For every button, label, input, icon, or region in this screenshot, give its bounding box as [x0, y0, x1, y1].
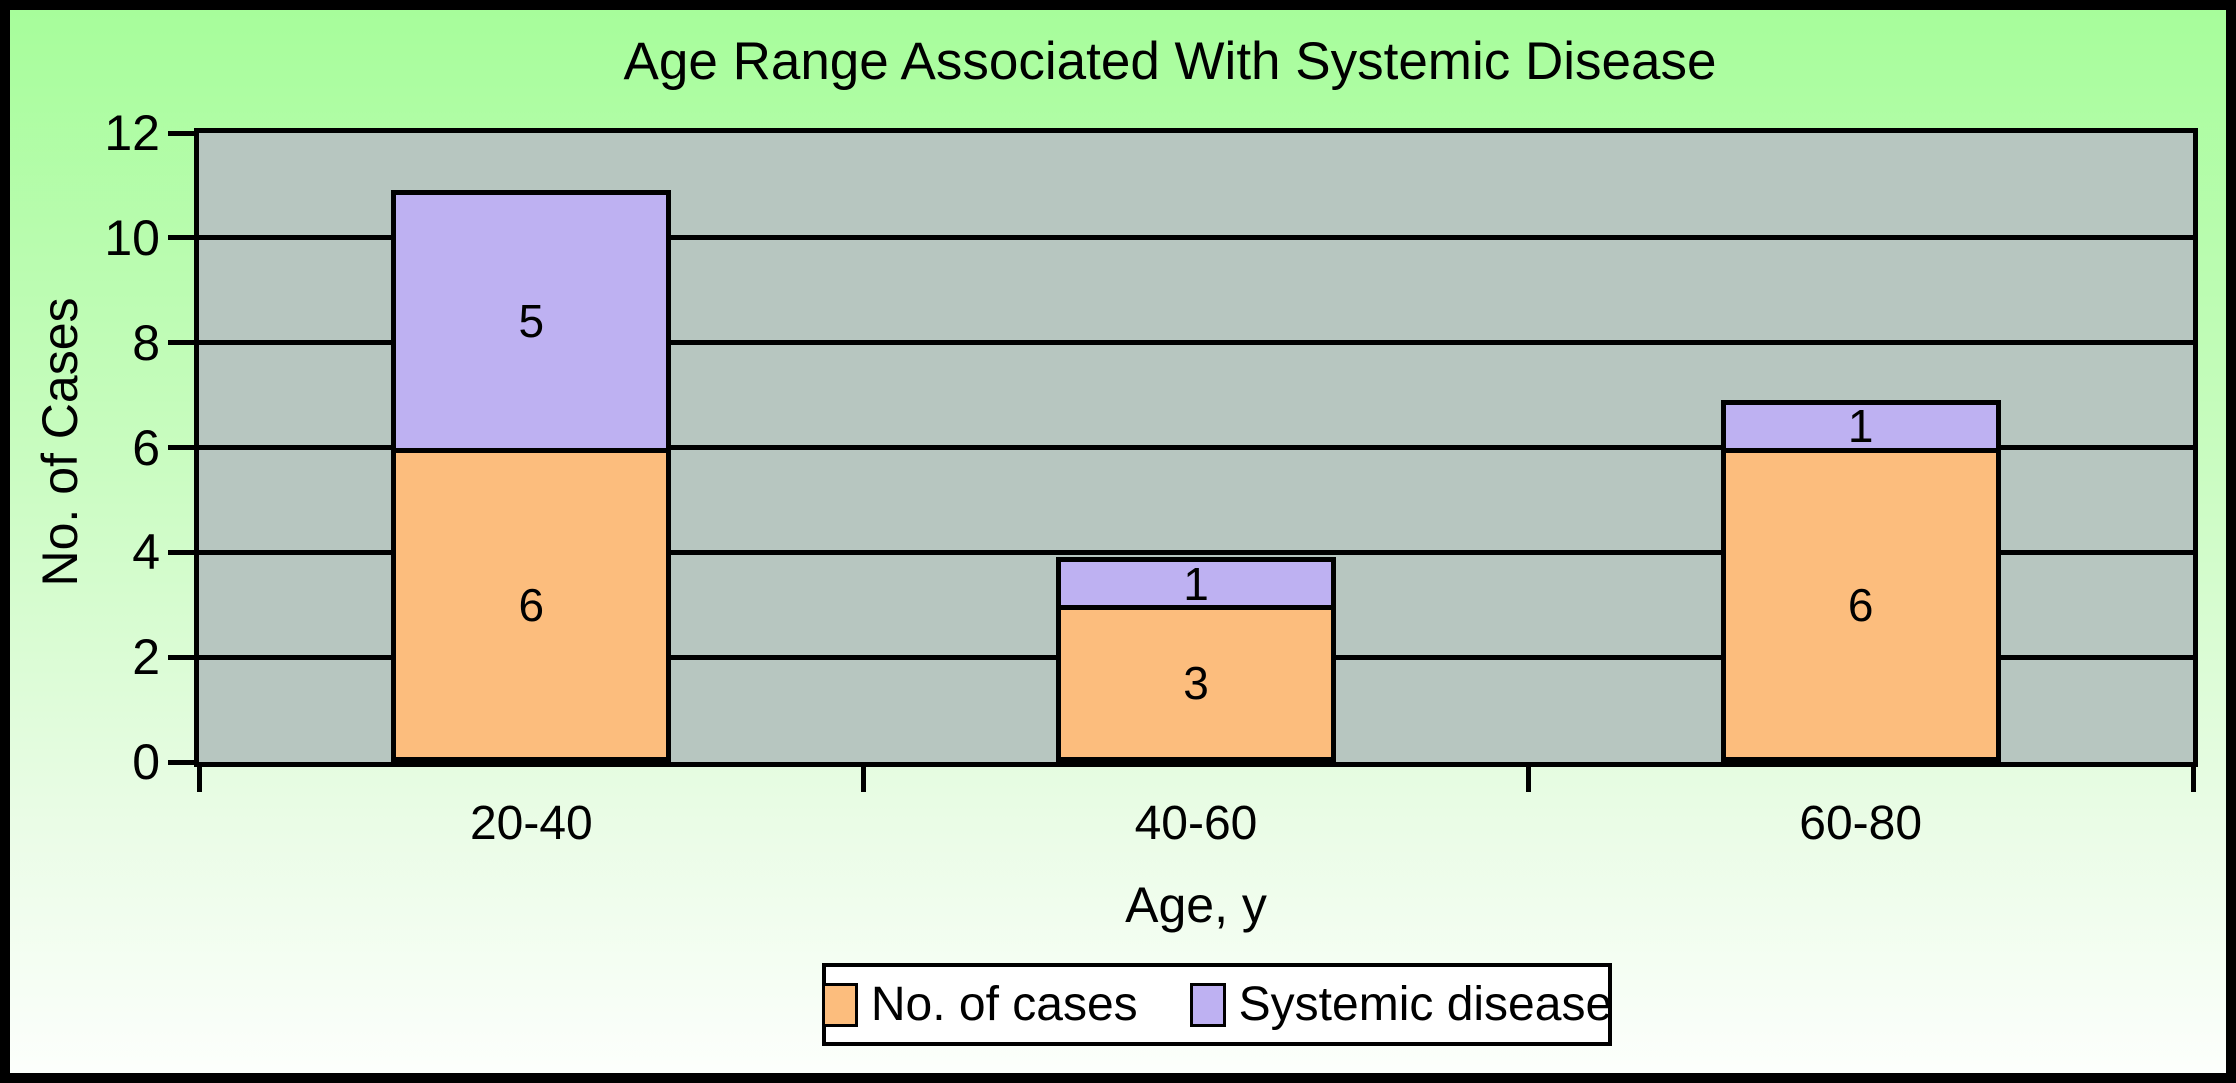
y-tick-4: [168, 549, 199, 555]
bar-value-label: 1: [1847, 400, 1874, 453]
bar-segment-systemic-disease: 1: [1720, 400, 2001, 453]
x-category-label-60-80: 60-80: [1799, 797, 1923, 850]
legend-swatch-cases: [821, 982, 858, 1027]
bar-value-label: 1: [1183, 557, 1209, 610]
y-tick-label-6: 6: [132, 419, 160, 476]
chart-title: Age Range Associated With Systemic Disea…: [623, 32, 1717, 91]
y-tick-label-4: 4: [132, 524, 160, 581]
bar-value-label: 3: [1183, 657, 1209, 710]
y-tick-2: [168, 654, 199, 660]
bar-value-label: 6: [518, 578, 545, 631]
y-tick-label-8: 8: [132, 314, 160, 371]
x-axis-title: Age, y: [1125, 877, 1267, 933]
y-tick-label-0: 0: [132, 734, 160, 790]
y-tick-6: [168, 445, 199, 450]
legend-label-systemic: Systemic disease: [1238, 978, 1613, 1031]
y-tick-8: [168, 340, 199, 346]
x-boundary-tick-1: [861, 767, 867, 792]
bar-segment-no-of-cases: 3: [1056, 604, 1336, 762]
legend-label-cases: No. of cases: [870, 978, 1138, 1031]
y-tick-10: [168, 235, 199, 241]
gridline-8: [199, 340, 2193, 346]
legend-item-systemic: Systemic disease: [1189, 977, 1613, 1032]
gridline-4: [199, 549, 2193, 555]
gridline-10: [199, 235, 2193, 241]
x-boundary-tick-0: [196, 767, 202, 792]
y-tick-0: [168, 759, 199, 765]
x-boundary-tick-3: [2190, 767, 2196, 792]
y-tick-label-12: 12: [104, 105, 160, 161]
x-category-label-20-40: 20-40: [469, 797, 593, 850]
bar-segment-systemic-disease: 5: [391, 190, 672, 453]
x-category-label-40-60: 40-60: [1134, 797, 1258, 850]
bar-segment-no-of-cases: 6: [391, 447, 672, 762]
legend: No. of cases Systemic disease: [821, 963, 1613, 1046]
bar-segment-no-of-cases: 6: [1720, 447, 2001, 762]
legend-swatch-systemic: [1189, 982, 1226, 1027]
y-tick-12: [168, 130, 199, 136]
legend-item-cases: No. of cases: [821, 977, 1138, 1032]
x-boundary-tick-2: [1525, 767, 1531, 792]
gridline-6: [199, 445, 2193, 450]
bar-value-label: 6: [1847, 578, 1874, 631]
y-tick-label-2: 2: [132, 629, 160, 686]
bar-segment-systemic-disease: 1: [1056, 557, 1336, 610]
y-tick-label-10: 10: [104, 209, 160, 266]
bar-value-label: 5: [518, 295, 545, 348]
